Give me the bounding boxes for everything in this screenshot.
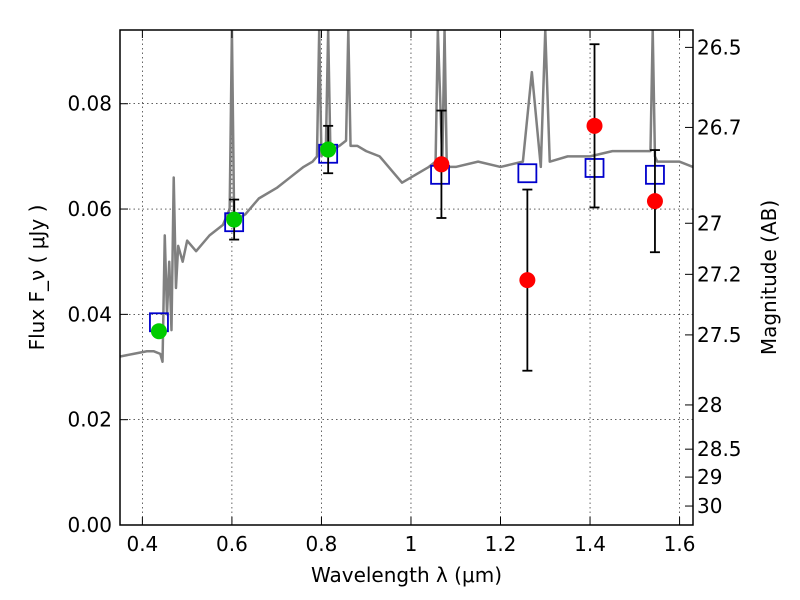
y-tick-label: 0.00: [67, 513, 112, 537]
marker-layer: [149, 43, 665, 372]
right-tick-label: 27.2: [697, 262, 742, 286]
right-tick-label: 28.5: [697, 437, 742, 461]
spectrum-line: [120, 30, 693, 364]
spectrum-layer: [120, 30, 693, 364]
right-tick-label: 28: [697, 393, 722, 417]
y-tick-label: 0.08: [67, 92, 112, 116]
right-tick-label: 26.5: [697, 35, 742, 59]
y-tick-label: 0.02: [67, 408, 112, 432]
tick-layer: 0.4 0.6 0.8 1 1.2 1.4 1.6 0.00 0.02 0.04 0.06 0.08 2…: [67, 30, 742, 556]
x-tick-label: 1.4: [574, 532, 606, 556]
data-circle-point: [226, 211, 243, 228]
x-tick-label: 0.4: [126, 532, 158, 556]
data-circle-point: [433, 156, 450, 173]
x-tick-label: 0.8: [306, 532, 338, 556]
y-tick-label: 0.06: [67, 197, 112, 221]
data-circle-point: [646, 193, 663, 210]
right-tick-label: 26.7: [697, 115, 742, 139]
x-tick-label: 1: [405, 532, 418, 556]
data-circle-point: [519, 272, 536, 289]
model-square-point: [517, 163, 538, 184]
x-tick-label: 1.2: [485, 532, 517, 556]
x-axis-label: Wavelength λ (μm): [311, 563, 502, 587]
x-tick-label: 1.6: [664, 532, 696, 556]
plot-frame: [119, 29, 694, 526]
right-tick-label: 29: [697, 465, 722, 489]
y-tick-label: 0.04: [67, 302, 112, 326]
data-circle-point: [150, 323, 167, 340]
right-tick-label: 27.5: [697, 323, 742, 347]
y-axis-label: Flux F_ν ( μJy ): [25, 205, 49, 351]
data-circle-point: [320, 141, 337, 158]
data-circle-point: [586, 117, 603, 134]
grid-lines: [120, 30, 693, 526]
right-tick-label: 30: [697, 494, 722, 518]
right-tick-label: 27: [697, 211, 722, 235]
right-axis-label: Magnitude (AB): [757, 200, 781, 355]
x-tick-label: 0.6: [216, 532, 248, 556]
